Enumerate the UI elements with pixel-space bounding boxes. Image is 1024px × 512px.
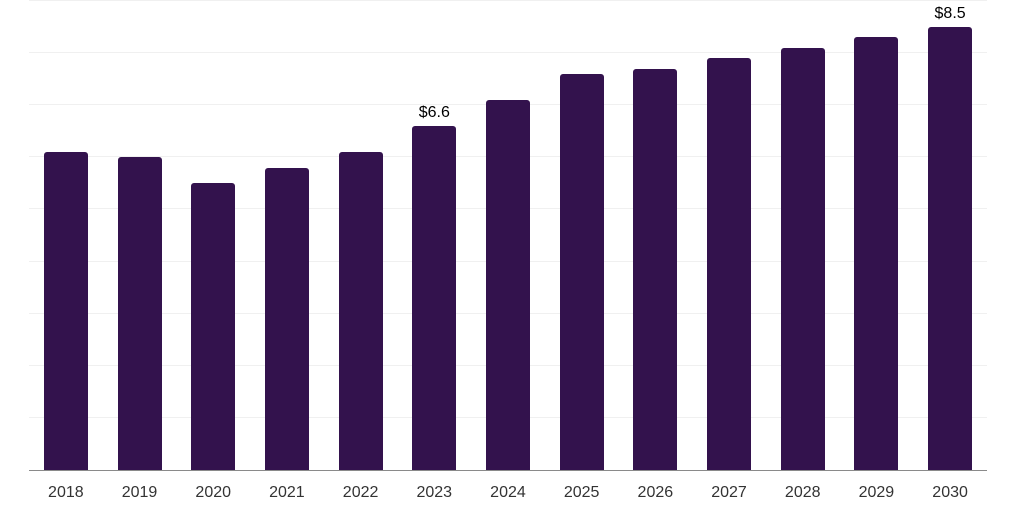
bar-2020 xyxy=(191,183,236,470)
x-tick-label-2027: 2027 xyxy=(711,484,747,501)
bar-slot xyxy=(854,37,899,470)
bars-row: $6.6 $8.5 xyxy=(29,1,987,470)
x-tick-label-2023: 2023 xyxy=(416,484,453,501)
bar-2023 xyxy=(412,126,457,470)
bar-value-label: $6.6 xyxy=(418,104,450,122)
bar-slot xyxy=(707,58,752,470)
bar-2027 xyxy=(707,58,752,470)
bar-slot xyxy=(117,157,162,470)
x-tick-label-2019: 2019 xyxy=(121,484,158,501)
bar-slot: $6.6 xyxy=(412,105,457,470)
bar-2018 xyxy=(43,152,88,470)
bar-2022 xyxy=(338,152,383,470)
x-tick-label-2030: 2030 xyxy=(932,484,968,501)
gridline xyxy=(29,0,987,1)
x-tick-label-2029: 2029 xyxy=(858,484,895,501)
x-tick-label-2026: 2026 xyxy=(637,484,674,501)
bar-slot xyxy=(264,167,309,470)
bar-2029 xyxy=(854,37,899,470)
bar-slot xyxy=(338,152,383,470)
bar-slot xyxy=(633,68,678,470)
gridline xyxy=(29,52,987,54)
bar-slot xyxy=(43,152,88,470)
x-axis-line xyxy=(29,470,987,471)
x-tick-label-2028: 2028 xyxy=(784,484,821,501)
x-tick-label-2021: 2021 xyxy=(269,484,305,501)
x-tick-label-2018: 2018 xyxy=(48,484,84,501)
x-tick-label-2024: 2024 xyxy=(490,484,526,501)
bar-slot xyxy=(559,73,604,470)
bar-2024 xyxy=(485,100,530,470)
bar-value-label: $8.5 xyxy=(934,5,966,23)
bar-2028 xyxy=(780,47,825,470)
bar-slot xyxy=(191,183,236,470)
bar-slot xyxy=(780,47,825,470)
x-tick-label-2025: 2025 xyxy=(563,484,600,501)
bar-slot xyxy=(485,100,530,470)
chart-plot-area: $6.6 $8.5 xyxy=(29,0,987,471)
bar-2030 xyxy=(928,27,973,470)
bar-2019 xyxy=(117,157,162,470)
bar-2021 xyxy=(264,167,309,470)
x-axis-labels: 2018 2019 2020 2021 2022 2023 2024 2025 2026 2027… xyxy=(29,483,987,503)
bar-slot: $8.5 xyxy=(928,6,973,470)
bar-2025 xyxy=(559,73,604,470)
x-tick-label-2020: 2020 xyxy=(195,484,232,501)
bar-2026 xyxy=(633,68,678,470)
x-tick-label-2022: 2022 xyxy=(342,484,379,501)
